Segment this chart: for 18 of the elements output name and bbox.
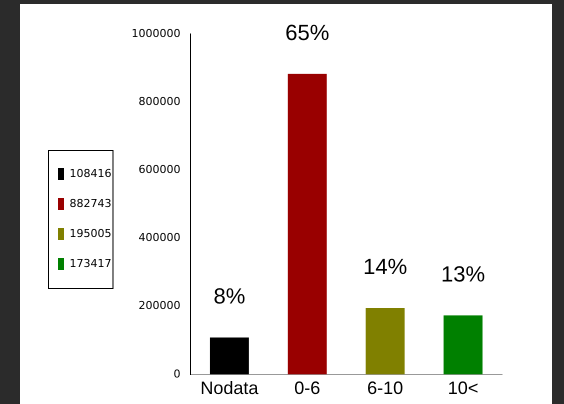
y-tick-label: 1000000 xyxy=(131,26,180,40)
x-tick-label: 0-6 xyxy=(294,378,320,398)
y-tick-label: 800000 xyxy=(138,94,180,108)
annotation: 65% xyxy=(285,20,330,45)
legend-label: 108416 xyxy=(70,166,112,180)
x-tick-label: Nodata xyxy=(200,378,260,398)
x-tick-label: 6-10 xyxy=(367,378,404,398)
legend-label: 173417 xyxy=(70,256,112,270)
y-tick-label: 200000 xyxy=(138,299,180,312)
y-tick-label: 0 xyxy=(173,367,180,380)
annotation: 8% xyxy=(214,284,246,309)
y-tick-label: 600000 xyxy=(138,163,180,176)
y-tick-label: 400000 xyxy=(138,231,180,244)
legend-label: 882743 xyxy=(70,196,112,210)
x-tick-label: 10< xyxy=(448,378,478,398)
annotation: 14% xyxy=(363,254,408,280)
annotation: 13% xyxy=(441,261,486,286)
legend-label: 195005 xyxy=(70,226,112,240)
